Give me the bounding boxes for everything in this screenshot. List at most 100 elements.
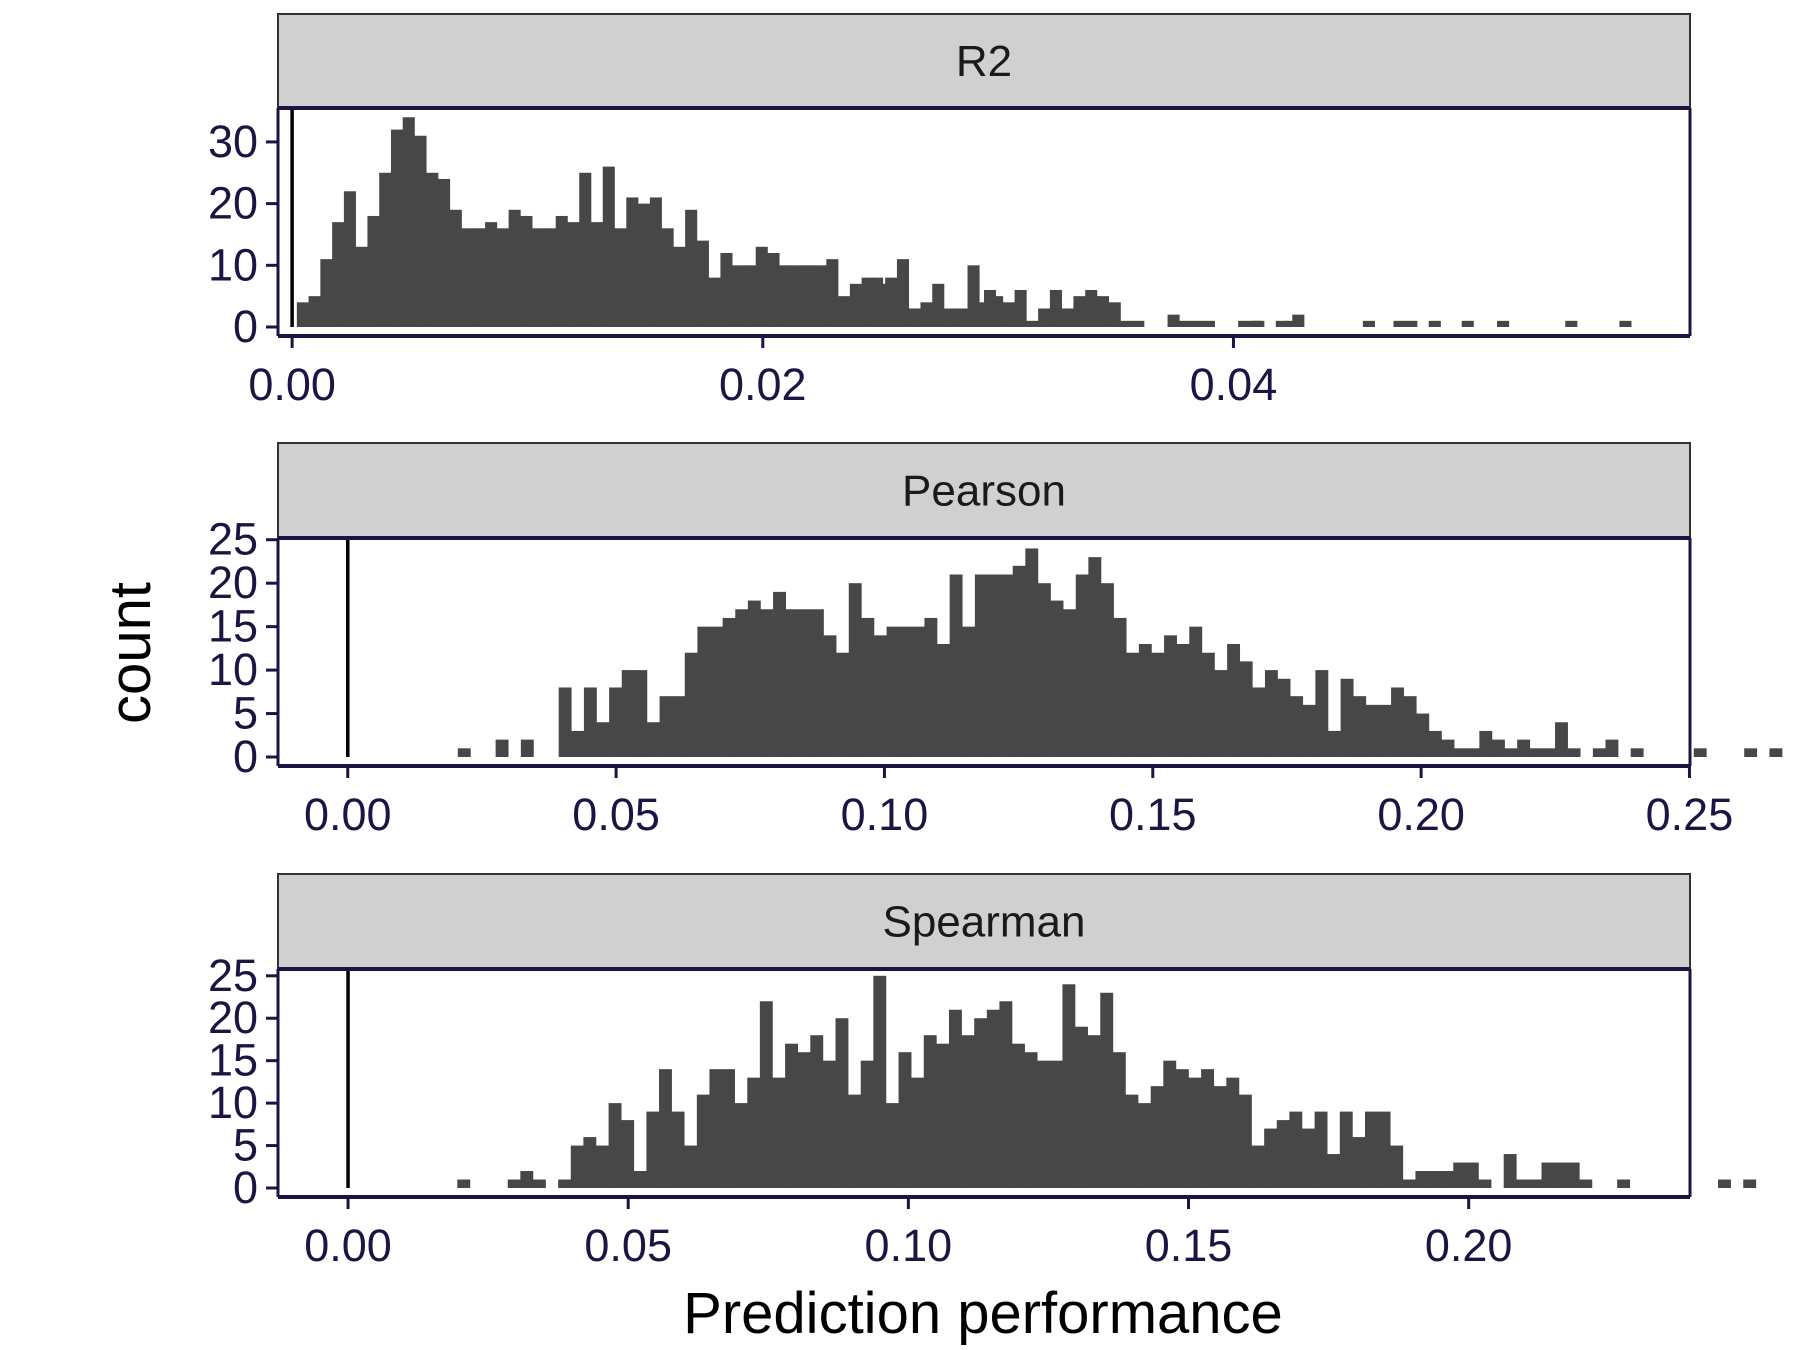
bar <box>1138 1103 1151 1188</box>
bar <box>1239 661 1253 757</box>
bar <box>1393 320 1406 327</box>
bar <box>873 635 887 757</box>
bar <box>932 283 945 327</box>
bar <box>1191 320 1204 327</box>
bar <box>937 644 950 757</box>
bar <box>943 308 957 327</box>
bar <box>1201 1069 1215 1188</box>
bar <box>1390 1145 1404 1188</box>
bar <box>814 265 827 327</box>
bar <box>1000 574 1014 757</box>
bar <box>457 1179 471 1188</box>
bar <box>1026 320 1039 327</box>
bar <box>885 277 898 327</box>
bar <box>355 246 368 327</box>
bar <box>508 209 521 327</box>
bar <box>785 1043 798 1188</box>
bar <box>567 222 580 327</box>
strip-label-spearman: Spearman <box>882 898 1085 947</box>
bar <box>962 626 976 757</box>
bar <box>1049 289 1062 327</box>
bars-pearson <box>457 548 1783 757</box>
bar <box>1743 1179 1757 1188</box>
bar <box>1339 1111 1353 1188</box>
bar <box>1461 320 1474 327</box>
bar <box>634 670 648 757</box>
bar <box>1125 1094 1139 1188</box>
bar <box>1096 296 1110 327</box>
bar <box>1201 652 1215 757</box>
bar <box>520 1171 534 1188</box>
bar <box>1264 670 1278 757</box>
bar <box>886 626 900 757</box>
bar <box>1037 583 1051 757</box>
bar <box>1100 992 1114 1188</box>
bar <box>1529 748 1543 757</box>
bar <box>496 228 509 327</box>
bar <box>1365 704 1379 757</box>
x-axis-title: Prediction performance <box>683 1281 1283 1346</box>
bar <box>1276 1120 1290 1188</box>
bar <box>571 730 585 757</box>
bar <box>967 265 980 327</box>
bar <box>999 1001 1013 1188</box>
bar <box>672 696 686 757</box>
bar <box>923 1035 937 1188</box>
bar <box>1466 748 1480 757</box>
bar <box>873 975 887 1188</box>
bar <box>1292 314 1305 327</box>
bar <box>1565 320 1578 327</box>
bar <box>826 259 839 327</box>
y-tick-label: 20 <box>208 178 258 229</box>
x-tick-label: 0.10 <box>865 1220 953 1271</box>
bar <box>1112 1052 1126 1188</box>
x-tick-label: 0.00 <box>304 1220 392 1271</box>
bar <box>1517 739 1531 757</box>
strip-spearman <box>277 873 1691 970</box>
bar <box>722 617 736 757</box>
bar <box>638 203 651 327</box>
strip-label-pearson: Pearson <box>902 467 1066 516</box>
bar <box>1025 548 1039 757</box>
bar <box>1744 748 1758 757</box>
bar <box>836 652 850 757</box>
bar <box>823 635 837 757</box>
bar <box>838 296 851 327</box>
y-tick-label: 0 <box>233 301 258 352</box>
bar <box>520 739 534 757</box>
bar <box>671 1111 685 1188</box>
bar <box>1138 644 1152 757</box>
bar <box>1328 730 1341 757</box>
bar <box>1285 320 1298 327</box>
bar <box>390 129 404 327</box>
bar <box>1151 652 1165 757</box>
bar <box>1693 748 1707 757</box>
y-tick-label: 15 <box>208 601 258 652</box>
bar <box>1302 704 1316 757</box>
bar <box>1251 1145 1265 1188</box>
bar <box>558 1179 572 1188</box>
bar <box>734 1103 748 1188</box>
bar <box>495 739 509 757</box>
bar <box>320 259 333 327</box>
bar <box>936 1043 950 1188</box>
bar <box>1167 314 1180 327</box>
bar <box>1353 696 1367 757</box>
bar <box>1075 1026 1088 1188</box>
bar <box>590 222 604 327</box>
bar <box>984 289 997 327</box>
bar <box>1453 1162 1467 1188</box>
bar <box>1087 1035 1101 1188</box>
bar <box>1277 678 1291 757</box>
y-tick-label: 10 <box>208 644 258 695</box>
bar <box>1227 644 1241 757</box>
bar <box>1037 1060 1051 1188</box>
bar <box>986 1009 1000 1188</box>
bar <box>709 1069 723 1188</box>
x-tick-label: 0.10 <box>841 789 929 840</box>
bar <box>646 722 660 757</box>
bar <box>1175 1069 1189 1188</box>
bar <box>1315 670 1329 757</box>
